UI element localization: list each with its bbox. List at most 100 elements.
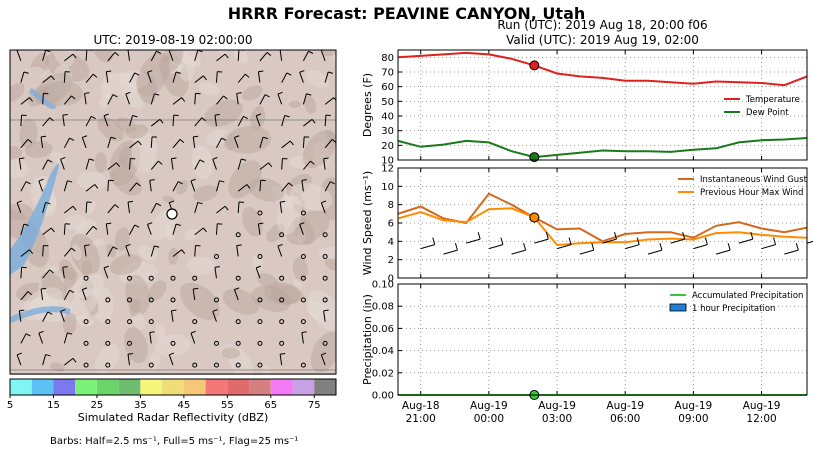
wind-barb	[281, 72, 292, 83]
lake-inlet	[10, 306, 71, 323]
wind-barb	[85, 158, 95, 170]
wind-barb	[214, 266, 220, 279]
wind-barb	[84, 244, 90, 257]
barb-flag	[568, 237, 572, 245]
wind-barb	[42, 354, 51, 366]
calm-wind-circle	[300, 275, 306, 281]
colorbar-tick-label: 15	[47, 400, 60, 411]
x-tick-label-time: 00:00	[474, 413, 504, 425]
colorbar-swatch	[314, 379, 336, 395]
calm-wind-circle	[127, 297, 133, 303]
x-tick-label-date: Aug-19	[538, 400, 576, 412]
calm-wind-circle	[170, 340, 176, 346]
barb-flag	[682, 232, 686, 240]
colorbar-tick-label: 45	[177, 400, 190, 411]
calm-wind-circle	[148, 275, 154, 281]
wind-barb	[125, 91, 131, 105]
calm-wind-circle	[83, 319, 89, 325]
legend-swatch	[669, 303, 687, 312]
wind-barb	[20, 223, 29, 235]
calm-wind-circle	[279, 232, 285, 238]
wind-panel: 0 2 4 6 8 10 12 Wind Speed (ms⁻¹) Instantaneous …	[361, 164, 813, 285]
y-axis-label: Precipitation (in)	[361, 294, 374, 385]
reservoir	[10, 163, 60, 275]
calm-wind-circle	[257, 362, 263, 368]
barb-flag	[500, 237, 504, 245]
wind-barb	[277, 243, 283, 257]
x-tick-label-time: 06:00	[610, 413, 640, 425]
barb-flag	[704, 237, 708, 245]
y-tick-label: 70	[381, 68, 394, 79]
wind-barb	[63, 223, 71, 235]
wind-barb	[63, 137, 75, 149]
wind-barb	[237, 201, 244, 214]
barb-shaft	[715, 249, 731, 255]
calm-wind-circle	[127, 275, 133, 281]
wind-barb	[172, 97, 186, 105]
wind-barb	[236, 92, 242, 105]
wind-barb	[20, 181, 31, 192]
wind-barb	[42, 269, 54, 279]
y-tick-label: 4	[388, 237, 394, 248]
legend-label: Accumulated Precipitation	[692, 291, 803, 301]
calm-wind-circle	[105, 297, 111, 303]
wind-barb	[63, 180, 73, 192]
calm-wind-circle	[300, 297, 306, 303]
barb-shaft	[534, 238, 549, 244]
panel-frame	[397, 49, 808, 161]
wind-barb	[214, 113, 220, 127]
timeseries-barbs	[420, 232, 813, 255]
wind-barb	[150, 160, 163, 170]
calm-wind-circle	[279, 275, 285, 281]
wind-barb	[129, 182, 141, 192]
calm-wind-circle	[235, 362, 241, 368]
barb-flag	[727, 243, 731, 251]
wind-barb	[64, 53, 77, 62]
calm-wind-circle	[192, 275, 198, 281]
wind-barb	[150, 118, 164, 127]
wind-barb	[107, 136, 116, 148]
wind-barb	[85, 184, 99, 192]
colorbar-swatch	[292, 379, 315, 395]
colorbar-tick-label: 5	[7, 400, 13, 411]
wind-barb	[42, 311, 53, 322]
colorbar-swatch	[227, 379, 250, 395]
wind-barb	[302, 50, 314, 62]
calm-wind-circle	[213, 297, 219, 303]
wind-barb	[38, 178, 44, 192]
series-line	[397, 192, 808, 243]
wind-barb	[84, 92, 90, 105]
y-tick-label: 10	[381, 156, 394, 167]
x-tick-label-time: 21:00	[406, 413, 436, 425]
calm-wind-circle	[322, 253, 328, 259]
barb-flag	[591, 243, 595, 251]
precipitation-panel: 0.00 0.02 0.04 0.06 0.08 0.10 Precipitation (i…	[361, 280, 808, 402]
wind-barbs	[16, 50, 336, 368]
calm-wind-circle	[300, 253, 306, 259]
wind-barb	[16, 200, 22, 214]
wind-barb	[62, 113, 68, 127]
colorbar-frame	[9, 378, 337, 396]
wind-barb	[107, 179, 114, 192]
legend-label: Previous Hour Max Wind	[700, 188, 803, 198]
x-tick-label-date: Aug-19	[470, 400, 508, 412]
wind-barb	[255, 265, 262, 279]
wind-barb	[149, 331, 155, 344]
wind-barb	[233, 135, 240, 148]
barb-shaft	[806, 240, 813, 244]
wind-barb	[172, 71, 181, 83]
barb-shaft	[443, 249, 458, 255]
wind-barb	[125, 243, 131, 257]
map-title: UTC: 2019-08-19 02:00:00	[93, 33, 253, 47]
wind-barb	[42, 50, 51, 62]
wind-barb	[237, 115, 249, 127]
calm-wind-circle	[257, 340, 263, 346]
valid-time-label: Valid (UTC): 2019 Aug 19, 02:00	[506, 33, 699, 47]
x-tick-label-time: 03:00	[542, 413, 572, 425]
colorbar-swatch	[118, 379, 141, 395]
wind-barb	[63, 95, 76, 105]
wind-barb	[168, 352, 175, 366]
colorbar-swatch	[205, 379, 228, 395]
barb-shaft	[466, 238, 481, 244]
colorbar-tick-label: 55	[221, 400, 234, 411]
